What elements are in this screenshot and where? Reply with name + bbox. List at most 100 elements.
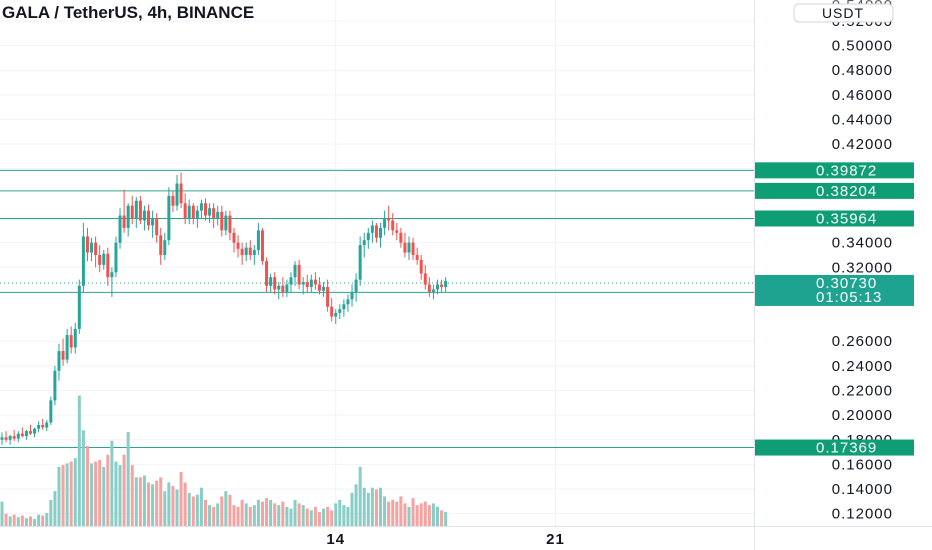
volume-bar — [346, 506, 350, 526]
candle — [350, 284, 354, 307]
candle-body — [77, 285, 81, 329]
volume-bar — [305, 508, 309, 526]
candle — [228, 210, 232, 241]
candle-body — [317, 284, 321, 291]
time-tick-label: 14 — [326, 531, 345, 548]
candle-body — [440, 284, 444, 288]
time-tick-label: 21 — [546, 531, 565, 548]
candle — [326, 279, 330, 312]
candle-body — [366, 232, 370, 241]
candle — [440, 279, 444, 292]
candle-body — [305, 282, 309, 288]
candle-body — [130, 205, 134, 219]
candle-body — [16, 433, 20, 439]
candle-body — [383, 218, 387, 228]
volume-bar — [118, 465, 122, 526]
candle — [41, 418, 45, 430]
currency-button[interactable]: USDT — [793, 3, 894, 23]
candle-body — [90, 242, 94, 253]
candle — [399, 227, 403, 248]
volume-bar — [309, 510, 313, 526]
volume-bar — [374, 489, 378, 526]
candle-body — [370, 225, 374, 233]
volume-bar — [199, 487, 203, 526]
volume-bar — [142, 475, 146, 526]
volume-bar — [155, 480, 159, 526]
volume-bar — [114, 461, 118, 526]
volume-bar — [216, 503, 220, 526]
volume-bar — [37, 514, 41, 526]
candle — [322, 282, 326, 297]
candle-body — [252, 250, 256, 255]
candle — [85, 227, 89, 262]
price-tick-label: 0.12000 — [832, 506, 893, 523]
level-price-tag-bg — [755, 210, 914, 227]
candle-body — [224, 215, 228, 231]
candle-body — [138, 200, 142, 221]
candle-body — [399, 232, 403, 243]
candle-body — [431, 289, 435, 292]
candle-body — [265, 261, 269, 286]
volume-bar — [297, 503, 301, 526]
level-price-tag: 0.38204 — [755, 182, 914, 200]
candle — [391, 213, 395, 236]
candle-body — [313, 279, 317, 285]
candle — [366, 227, 370, 249]
candle-body — [61, 351, 65, 360]
candle — [370, 220, 374, 243]
candle-body — [33, 428, 37, 434]
candle-body — [309, 279, 313, 288]
candle-body — [126, 205, 130, 228]
level-price-tag: 0.17369 — [755, 439, 914, 457]
volume-bar — [252, 505, 256, 526]
candle-body — [167, 195, 171, 241]
candle — [236, 235, 240, 258]
volume-bar — [163, 491, 167, 526]
candle-body — [110, 272, 114, 278]
volume-bar — [138, 477, 142, 526]
candle — [122, 189, 126, 233]
volume-bar — [301, 505, 305, 526]
candle-body — [407, 242, 411, 253]
volume-bar — [212, 506, 216, 526]
price-tick-label: 0.20000 — [832, 407, 893, 424]
candle-body — [322, 287, 326, 291]
price-tick-label: 0.24000 — [832, 358, 893, 375]
candle — [24, 429, 28, 440]
candle-body — [236, 242, 240, 249]
price-tick-label: 0.14000 — [832, 481, 893, 498]
candle — [175, 174, 179, 211]
candle-body — [57, 351, 61, 371]
candle — [77, 279, 81, 334]
candle — [155, 213, 159, 243]
candle — [61, 338, 65, 366]
volume-bar — [191, 496, 195, 526]
candle — [265, 257, 269, 292]
volume-bar — [379, 487, 383, 526]
candle-body — [187, 205, 191, 219]
candle-body — [199, 203, 203, 211]
volume-bar — [0, 501, 4, 526]
volume-bar — [435, 506, 439, 526]
candle-body — [118, 215, 122, 243]
candle — [403, 232, 407, 258]
candle — [45, 420, 49, 432]
candle-body — [358, 245, 362, 280]
volume-bar — [228, 494, 232, 526]
volume-bar — [85, 445, 89, 526]
volume-bar — [358, 466, 362, 526]
candle — [216, 205, 220, 226]
candle-body — [301, 282, 305, 285]
candle-body — [435, 284, 439, 290]
current-price-tag-label: 0.30730 — [816, 275, 877, 292]
candle — [383, 210, 387, 236]
candle-body — [0, 437, 4, 440]
volume-bar — [431, 503, 435, 526]
volume-bar — [69, 461, 73, 526]
candle-body — [73, 328, 77, 348]
volume-bar — [285, 506, 289, 526]
volume-bar — [49, 499, 53, 526]
candle — [309, 274, 313, 292]
candle-body — [41, 424, 45, 428]
